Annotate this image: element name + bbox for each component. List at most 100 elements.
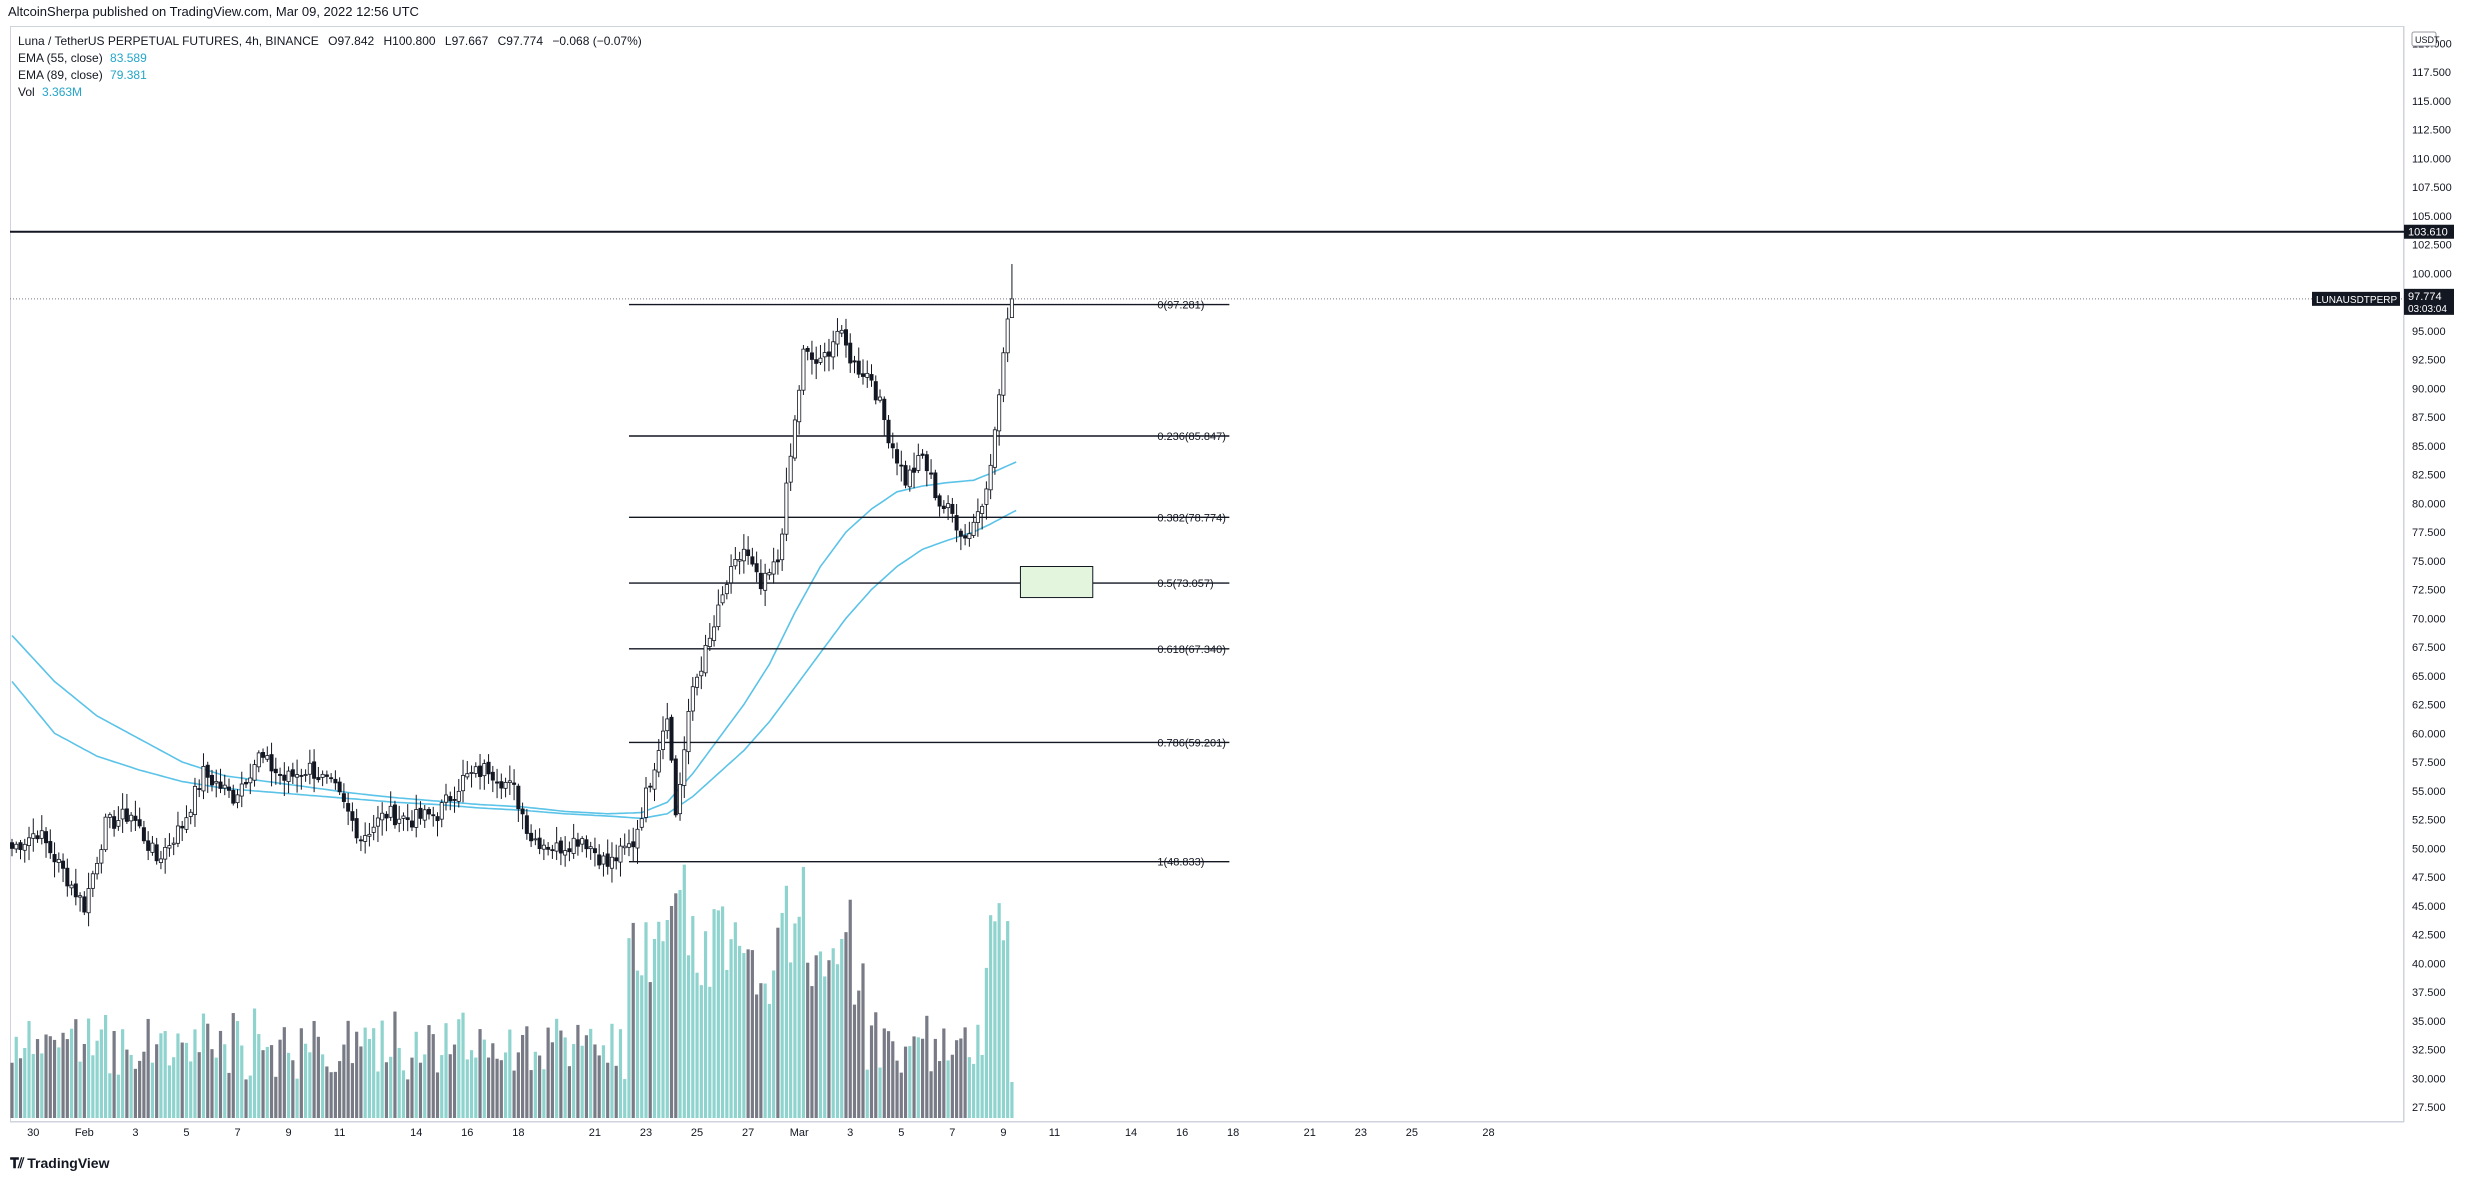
volume-bar: [138, 1060, 142, 1118]
volume-bar: [189, 1061, 193, 1118]
volume-bar: [227, 1072, 231, 1118]
candle-up: [248, 777, 253, 784]
volume-bar: [363, 1027, 367, 1118]
legend-ema89-row[interactable]: EMA (89, close) 79.381: [18, 67, 642, 84]
time-tick-label: 3: [847, 1127, 853, 1139]
volume-bar: [776, 927, 780, 1118]
time-axis[interactable]: 30 Feb 3 5 7 9 11 14 16 18 21 23 25 27 Mar 3 5 7 9 11 14 16 18…: [10, 1121, 2404, 1139]
time-tick-label: 16: [1176, 1127, 1188, 1139]
fib-retracement[interactable]: 0(97.281) 0.236(85.847) 0.382(78.774) 0.5(7…: [628, 300, 1230, 869]
price-tick-label: 75.000: [2412, 556, 2446, 568]
candle-up: [865, 372, 870, 378]
volume-bar: [512, 1070, 516, 1118]
candle-up: [461, 775, 466, 792]
volume-bar: [942, 1028, 946, 1118]
price-tick-label: 57.500: [2412, 757, 2446, 769]
candle-up: [507, 780, 512, 783]
volume-bar: [678, 889, 682, 1118]
volume-bar: [908, 1046, 912, 1118]
volume-bar: [823, 976, 827, 1118]
price-tick-label: 65.000: [2412, 671, 2446, 683]
volume-bar: [312, 1020, 316, 1118]
volume-bar: [669, 905, 674, 1118]
time-tick-label: 7: [234, 1127, 240, 1139]
candle-up: [235, 794, 240, 804]
legend-low: L97.667: [444, 34, 489, 48]
price-tick-label: 32.500: [2412, 1045, 2446, 1057]
candle-down: [584, 839, 589, 850]
volume-bar: [882, 1028, 886, 1118]
candle-up: [656, 750, 661, 773]
volume-bar: [712, 909, 716, 1118]
candle-up: [665, 718, 670, 732]
legend-vol-value: 3.363M: [42, 85, 83, 99]
price-tick-label: 42.500: [2412, 930, 2446, 942]
candle-up: [916, 455, 921, 471]
price-tick-label: 72.500: [2412, 585, 2446, 597]
price-tick-label: 40.000: [2412, 958, 2446, 970]
legend-change: −0.068 (−0.07%): [552, 34, 642, 48]
price-tick-label: 110.000: [2412, 153, 2451, 165]
candle-up: [69, 884, 74, 889]
legend-vol-row[interactable]: Vol 3.363M: [18, 84, 642, 101]
candle-down: [333, 778, 338, 784]
candle-down: [197, 788, 202, 790]
time-tick-label: 27: [742, 1127, 754, 1139]
candle-down: [856, 360, 861, 375]
candle-down: [269, 754, 274, 772]
volume-bar: [231, 1013, 235, 1118]
candle-down: [499, 781, 504, 789]
volume-bar: [627, 938, 631, 1118]
candle-up: [27, 837, 32, 846]
candle-down: [605, 853, 610, 867]
volume-bar: [180, 1042, 184, 1118]
volume-bar: [40, 1053, 44, 1118]
volume-bar: [610, 1023, 614, 1118]
volume-bar: [929, 1071, 933, 1118]
candle-down: [963, 535, 968, 539]
candle-up: [201, 766, 206, 792]
candle-up: [678, 783, 683, 815]
price-tick-label: 87.500: [2412, 412, 2446, 424]
volume-bar: [82, 1043, 86, 1118]
candle-up: [163, 846, 168, 860]
candle-up: [214, 781, 219, 784]
volume-bar: [474, 1057, 478, 1118]
candle-down: [205, 764, 210, 778]
tradingview-logo[interactable]: 𝐓⫽ TradingView: [10, 1155, 109, 1172]
time-tick-label: 28: [1482, 1127, 1494, 1139]
volume-bar: [993, 921, 997, 1118]
time-tick-label: 21: [1304, 1127, 1316, 1139]
volume-bar: [218, 1030, 223, 1118]
candle-up: [188, 811, 193, 817]
volume-bar: [831, 948, 835, 1118]
candle-down: [52, 854, 57, 863]
price-axis[interactable]: 27.500 30.000 32.500 35.000 37.500 40.000 42.5…: [2403, 26, 2452, 1122]
candle-down: [418, 807, 423, 819]
volume-bar: [865, 1069, 869, 1118]
volume-bar: [661, 941, 665, 1118]
volume-bar: [840, 938, 844, 1118]
candle-up: [541, 844, 546, 850]
time-tick-label: 11: [1049, 1127, 1060, 1139]
chart-legend: Luna / TetherUS PERPETUAL FUTURES, 4h, B…: [18, 33, 642, 101]
volume-bar: [308, 1052, 312, 1118]
candle-up: [661, 730, 666, 750]
volume-bar: [23, 1047, 27, 1118]
volume-bar: [780, 912, 784, 1118]
candle-down: [950, 503, 955, 514]
volume-bar: [525, 1026, 529, 1118]
candle-up: [252, 764, 257, 781]
footer-brand: TradingView: [27, 1155, 110, 1171]
candle-up: [22, 843, 27, 851]
candle-up: [818, 357, 823, 363]
volume-bar: [738, 945, 742, 1118]
volume-bar: [414, 1031, 418, 1118]
volume-bar: [316, 1036, 320, 1118]
candle-down: [154, 844, 159, 862]
price-tick-label: 115.000: [2412, 96, 2451, 108]
volume-bar: [104, 1014, 108, 1118]
volume-bar: [286, 1052, 291, 1118]
legend-ema55-row[interactable]: EMA (55, close) 83.589: [18, 50, 642, 67]
